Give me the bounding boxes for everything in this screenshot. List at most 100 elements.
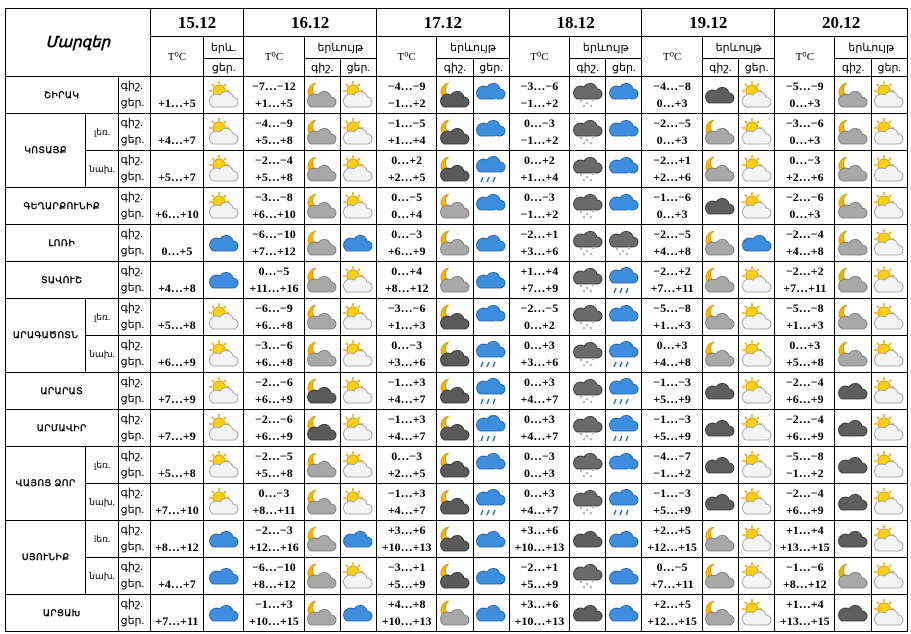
time-labels: գիշ. ցեր. [117, 557, 151, 595]
icon-part [582, 400, 585, 404]
temperature: +4…+7 [149, 557, 205, 595]
icon-cell [472, 113, 510, 151]
night-temp: −2…+2 [785, 264, 824, 278]
icon-part [307, 609, 337, 626]
temperature: −2…−5 0…+2 [508, 298, 571, 336]
icon-cell [737, 298, 776, 336]
night-temp: −1…−6 [785, 560, 824, 574]
icon-part [357, 342, 361, 346]
icon-part [223, 416, 227, 420]
day-temp: +6…+9 [387, 244, 426, 258]
icon-part [476, 235, 506, 252]
weather-icon [741, 303, 771, 330]
icon-part [208, 202, 238, 219]
icon-cell [203, 261, 245, 299]
icon-part [838, 128, 868, 145]
icon-part [876, 564, 880, 568]
icon-part [609, 489, 639, 506]
time-labels: գիշ. ցեր. [117, 76, 151, 114]
icon-part [582, 437, 585, 441]
weather-icon [307, 526, 337, 552]
weather-icon [343, 118, 373, 145]
icon-part [609, 531, 639, 548]
day-temp: +6…+10 [252, 207, 296, 221]
temperature: +3…+6 +10…+13 [508, 594, 571, 632]
temperature: −1…−3 +5…+9 [641, 372, 703, 410]
night-temp: 0…−5 [656, 560, 688, 574]
weather-icon [572, 120, 602, 145]
night-temp: +3…+6 [520, 597, 559, 611]
icon-part [579, 210, 582, 214]
temperature: +1…+4 +13…+15 [774, 594, 836, 632]
icon-part [589, 363, 592, 367]
day-temp: 0…+3 [656, 96, 688, 110]
night-temp: −4…−7 [653, 449, 691, 463]
day-temp: +7…+11 [650, 281, 694, 295]
night-temp: −2…+1 [653, 153, 691, 167]
icon-cell [339, 261, 378, 299]
icon-cell [834, 76, 872, 114]
icon-part [589, 474, 592, 478]
day-temp: +7…+9 [158, 429, 196, 443]
temperature: +1…+4 +13…+15 [774, 520, 836, 558]
region-name: ԳԵՂԱՐՔՈՒՆԻՔ [5, 187, 119, 225]
icon-cell [203, 372, 245, 410]
icon-cell [472, 298, 510, 336]
day-label: ցեր. [120, 504, 145, 516]
weather-icon [705, 87, 735, 104]
day-temp: +5…+8 [255, 466, 293, 480]
icon-cell [701, 298, 739, 336]
night-temp-empty [151, 559, 202, 576]
icon-cell [203, 520, 245, 558]
weather-icon [440, 563, 470, 589]
icon-part [572, 379, 602, 396]
day-temp: +4…+7 [387, 503, 426, 517]
subregion: նախ. [85, 557, 119, 595]
icon-part [579, 395, 582, 399]
icon-part [211, 83, 215, 87]
weather-icon [741, 192, 771, 219]
temperature: 0…+3 +5…+8 [774, 335, 836, 373]
icon-part [307, 350, 337, 367]
icon-part [343, 202, 373, 219]
icon-part [585, 286, 588, 290]
icon-part [307, 165, 337, 182]
night-header: գիշ. [436, 58, 474, 77]
weather-icon [572, 531, 602, 548]
region-row: նախ. գիշ. ցեր. +4…+7 −6…−10 +8…+12 −3…+1 +5…+9−… [6, 557, 909, 595]
night-temp: 0…+3 [523, 375, 555, 389]
day-temp: +4…+7 [387, 429, 426, 443]
icon-part [755, 490, 760, 494]
icon-part [615, 210, 619, 214]
day-temp: +1…+3 [653, 318, 691, 332]
weather-icon [307, 415, 337, 441]
icon-part [480, 509, 484, 516]
weather-icon [741, 525, 771, 552]
forecast-table: Մարզեր 15.12 16.12 17.12 18.12 19.12 20.12 T⁰C ե… [4, 8, 909, 632]
icon-part [888, 564, 892, 568]
icon-cell [569, 150, 607, 188]
icon-part [579, 321, 582, 325]
weather-icon [874, 562, 904, 589]
weather-icon [874, 303, 904, 330]
night-temp: 0…−5 [391, 190, 423, 204]
day-temp: +10…+15 [249, 614, 299, 628]
weather-icon [208, 303, 238, 330]
icon-cell [203, 594, 245, 632]
temperature: −1…−3 +5…+9 [641, 409, 703, 447]
icon-part [357, 305, 361, 309]
night-temp: −2…−6 [255, 412, 293, 426]
regions-title: Մարզեր [5, 8, 151, 77]
icon-part [625, 326, 629, 330]
night-temp: −2…+1 [520, 227, 559, 241]
region-name: ՏԱՎՈՒՇ [5, 261, 119, 299]
icon-part [208, 235, 238, 252]
icon-part [619, 361, 623, 368]
night-label: գիշ. [120, 413, 144, 425]
icon-part [345, 157, 349, 161]
icon-cell [569, 409, 607, 447]
icon-part [741, 498, 771, 515]
day-temp: +7…+11 [783, 281, 827, 295]
day-temp: +6…+10 [155, 207, 199, 221]
night-temp-empty [151, 78, 202, 95]
